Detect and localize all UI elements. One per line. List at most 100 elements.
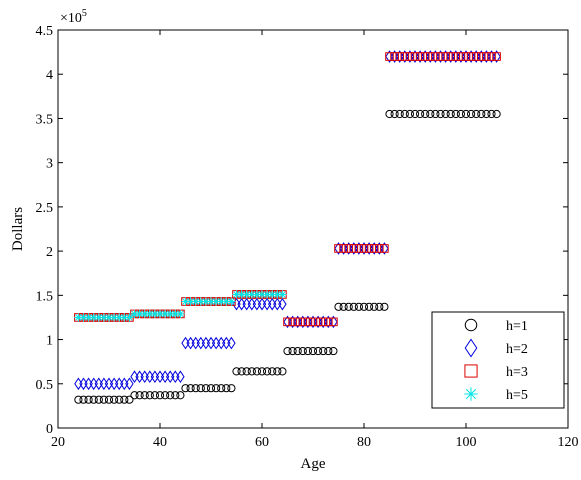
x-tick-label: 60 [255, 435, 269, 450]
data-point-circle [242, 367, 251, 376]
data-point-circle [104, 395, 114, 404]
data-point-asterisk [247, 290, 256, 299]
data-point-square [329, 317, 338, 327]
data-point-circle [375, 302, 384, 311]
data-point-square [385, 52, 394, 61]
data-point-square [334, 244, 343, 253]
data-point-asterisk [217, 297, 226, 306]
data-point-asterisk [79, 313, 88, 322]
data-point-circle [115, 395, 124, 404]
data-point-circle [191, 384, 200, 393]
data-point-square [420, 52, 430, 61]
data-point-circle [365, 302, 374, 311]
data-point-circle [421, 109, 430, 119]
data-point-circle [263, 367, 272, 376]
data-point-asterisk [237, 290, 246, 299]
data-point-asterisk [155, 309, 165, 319]
y-tick-label: 3.5 [36, 112, 54, 127]
data-point-circle [451, 109, 460, 119]
data-point-circle [456, 109, 465, 119]
x-axis-label: Age [301, 456, 326, 472]
legend-marker-square [464, 364, 478, 378]
data-point-circle [130, 391, 139, 400]
x-tick-label: 80 [357, 435, 371, 450]
data-point-circle [303, 346, 312, 356]
data-point-circle [120, 395, 129, 404]
data-point-circle [283, 346, 292, 356]
data-point-square [405, 52, 415, 61]
legend-box [431, 311, 565, 409]
data-point-circle [232, 367, 241, 376]
data-point-circle [125, 395, 134, 404]
data-point-circle [329, 346, 338, 356]
data-point-square [349, 244, 359, 253]
data-point-circle [380, 302, 389, 311]
data-point-asterisk [89, 313, 98, 322]
data-point-asterisk [94, 313, 103, 322]
data-point-square [466, 52, 476, 61]
y-tick-label: 2.5 [36, 201, 54, 216]
data-point-asterisk [176, 309, 185, 319]
data-point-asterisk [262, 290, 272, 299]
data-point-circle [196, 384, 205, 393]
data-point-asterisk [104, 313, 114, 322]
data-point-asterisk [109, 313, 119, 322]
data-point-square [415, 52, 425, 61]
data-point-square [308, 317, 318, 327]
data-point-square [426, 52, 435, 61]
data-point-asterisk [135, 309, 144, 319]
data-point-diamond [278, 297, 287, 311]
data-point-square [380, 244, 389, 253]
data-point-asterisk [99, 313, 109, 322]
data-point-asterisk [74, 313, 83, 322]
y-tick-label: 0.5 [36, 378, 54, 393]
data-point-circle [252, 367, 261, 376]
data-point-asterisk [171, 309, 180, 319]
data-point-asterisk [206, 297, 216, 306]
data-point-circle [140, 391, 149, 400]
data-point-square [318, 317, 328, 327]
y-axis-label: Dollars [10, 207, 26, 251]
data-point-circle [472, 109, 481, 119]
data-point-circle [268, 367, 277, 376]
data-point-circle [110, 395, 119, 404]
data-point-circle [257, 367, 267, 376]
data-point-square [482, 52, 491, 61]
data-point-square [461, 52, 471, 61]
data-point-circle [212, 384, 221, 393]
data-point-square [293, 317, 302, 327]
data-point-asterisk [211, 297, 221, 306]
data-point-circle [308, 346, 318, 356]
data-point-circle [344, 302, 353, 311]
data-point-circle [145, 391, 154, 400]
data-point-circle [74, 395, 83, 404]
data-point-asterisk [120, 313, 129, 322]
data-point-circle [186, 384, 195, 393]
data-point-circle [155, 391, 165, 400]
data-point-square [436, 52, 445, 61]
data-point-circle [273, 367, 282, 376]
data-point-circle [441, 109, 450, 119]
data-point-asterisk [166, 309, 175, 319]
data-point-square [492, 52, 501, 61]
data-point-square [303, 317, 313, 327]
y-axis-multiplier: ×105 [60, 8, 87, 26]
y-multiplier-base: ×10 [60, 11, 82, 26]
data-point-asterisk [186, 297, 195, 306]
data-point-circle [314, 346, 323, 356]
series-h-2 [74, 50, 501, 391]
y-tick-label: 1 [46, 334, 53, 349]
data-point-square [431, 52, 440, 61]
legend-marker-diamond [464, 338, 478, 358]
data-point-asterisk [130, 309, 139, 319]
data-point-circle [390, 109, 399, 119]
data-point-diamond [176, 370, 185, 384]
data-point-circle [482, 109, 491, 119]
data-point-asterisk [181, 297, 190, 306]
data-point-square [313, 317, 323, 327]
data-point-asterisk [196, 297, 205, 306]
data-point-circle [431, 109, 440, 119]
data-point-circle [492, 109, 501, 119]
data-point-asterisk [273, 290, 282, 299]
